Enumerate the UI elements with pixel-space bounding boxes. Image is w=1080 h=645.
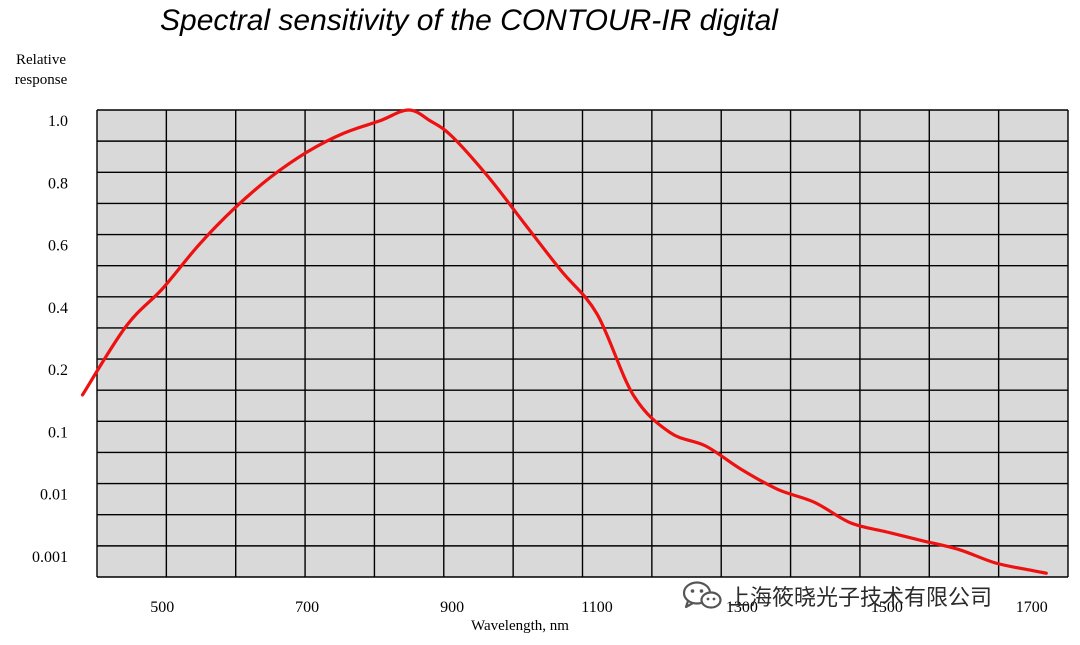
y-tick-label: 0.1 (48, 424, 68, 441)
x-tick-label: 500 (150, 599, 174, 616)
y-axis-label: Relative response (2, 50, 80, 90)
y-tick-label: 1.0 (48, 113, 68, 130)
x-tick-label: 1100 (581, 599, 612, 616)
x-axis-label: Wavelength, nm (471, 618, 569, 634)
chart-title: Spectral sensitivity of the CONTOUR-IR d… (160, 4, 778, 37)
y-tick-label: 0.8 (48, 175, 68, 192)
grid (96, 109, 1069, 578)
y-tick-label: 0.4 (48, 300, 68, 317)
y-tick-label: 0.2 (48, 362, 68, 379)
watermark-text: 上海筱晓光子技术有限公司 (728, 586, 993, 611)
y-axis-label-line-1: Relative (16, 52, 66, 68)
x-axis-ticks: 500 700 900 1100 1300 1500 1700 (150, 599, 1048, 616)
x-tick-label: 700 (295, 599, 319, 616)
y-tick-label: 0.6 (48, 238, 68, 255)
y-axis-ticks: 1.0 0.8 0.6 0.4 0.2 0.1 0.01 0.001 (32, 113, 68, 566)
wechat-logo-icon (682, 581, 722, 609)
x-tick-label: 1300 (726, 599, 758, 616)
series-line (80, 108, 1048, 575)
watermark: 上海筱晓光子技术有限公司 (682, 580, 992, 612)
x-tick-label: 1700 (1016, 599, 1048, 616)
y-tick-label: 0.01 (40, 487, 68, 504)
x-tick-label: 900 (440, 599, 464, 616)
series-layer (80, 108, 1048, 575)
y-tick-label: 0.001 (32, 549, 68, 566)
x-tick-label: 1500 (871, 599, 903, 616)
y-axis-label-line-2: response (14, 72, 68, 88)
